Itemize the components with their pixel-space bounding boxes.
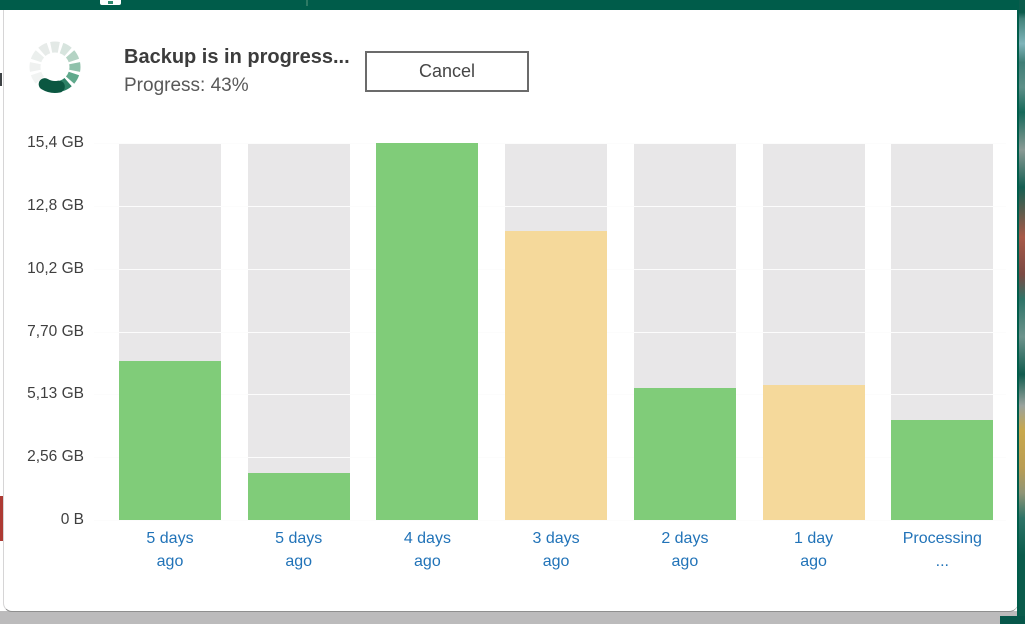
y-tick-label: 7,70 GB	[27, 322, 84, 340]
spinner-segment	[65, 71, 80, 84]
progress-label: Progress: 43%	[124, 75, 249, 96]
bar-value	[633, 388, 736, 520]
x-category-label-line: Processing	[902, 530, 982, 547]
title-bar-divider	[306, 0, 308, 6]
x-category-label-line: ago	[671, 553, 699, 570]
title-bar-app-icon	[100, 0, 121, 5]
x-category-label[interactable]: 4 days ago	[357, 527, 497, 573]
bar-value	[247, 473, 350, 520]
x-category-label[interactable]: 1 day ago	[744, 527, 884, 573]
background-desktop-strip	[0, 611, 1025, 624]
x-category-label-line: 3 days	[532, 530, 580, 547]
x-category-label-line: ago	[156, 553, 184, 570]
grid-line-highlight	[94, 520, 1006, 521]
dialog-title: Backup is in progress...	[124, 46, 350, 68]
x-category-label-line: ago	[414, 553, 441, 570]
x-category-label[interactable]: 2 days ago	[615, 527, 755, 573]
y-tick-label: 10,2 GB	[27, 259, 84, 277]
x-category-label-line: ago	[542, 553, 570, 570]
x-category-label[interactable]: 5 days ago	[100, 527, 240, 573]
grid-line-highlight	[94, 205, 1006, 207]
x-category-label-line: 4 days	[403, 530, 451, 547]
x-category-label-line: ago	[800, 553, 827, 570]
y-tick-label: 2,56 GB	[27, 448, 84, 466]
bar-value	[891, 420, 994, 520]
bar-value	[376, 143, 479, 520]
x-category-label-line: 1 day	[794, 530, 834, 547]
spinner-segment	[38, 42, 51, 57]
bar-value	[762, 385, 865, 520]
spinner-segment	[30, 71, 45, 84]
backup-progress-dialog: Backup is in progress... Progress: 43% C…	[3, 10, 1018, 612]
y-tick-label: 15,4 GB	[27, 134, 84, 151]
x-category-label-line: 5 days	[275, 530, 323, 547]
x-category-label-line: ...	[935, 553, 949, 570]
grid-line-highlight	[94, 143, 1006, 144]
spinner-segment	[59, 42, 72, 57]
x-category-label[interactable]: 5 days ago	[229, 527, 369, 573]
background-green-fragment	[1000, 616, 1025, 624]
cancel-button[interactable]: Cancel	[365, 51, 529, 92]
y-tick-label: 0 B	[60, 511, 84, 528]
app-title-bar	[0, 0, 1025, 10]
background-dark-fragment	[0, 73, 2, 86]
y-tick-label: 5,13 GB	[27, 385, 84, 403]
background-red-fragment	[0, 496, 3, 541]
backup-history-chart: 15,4 GB 12,8 GB 10,2 GB 7,70 GB 5,13 GB 2,56 …	[4, 10, 1018, 611]
x-category-label[interactable]: 3 days ago	[486, 527, 626, 573]
spinner-segment	[65, 50, 80, 63]
x-category-label-line: ago	[285, 553, 313, 570]
spinner-segment	[30, 50, 45, 63]
background-window-border	[1017, 0, 1019, 624]
spinner-segment	[38, 78, 65, 93]
background-window-content-edge	[1019, 0, 1025, 624]
y-tick-label: 12,8 GB	[27, 196, 84, 214]
bar-value	[119, 361, 221, 520]
x-category-label-line: 5 days	[146, 530, 194, 547]
bar-value	[505, 231, 608, 520]
app-icon-glyph	[108, 1, 113, 4]
progress-spinner-icon	[27, 36, 85, 98]
x-category-label-line: 2 days	[661, 530, 709, 547]
x-category-label[interactable]: Processing...	[872, 527, 1012, 573]
